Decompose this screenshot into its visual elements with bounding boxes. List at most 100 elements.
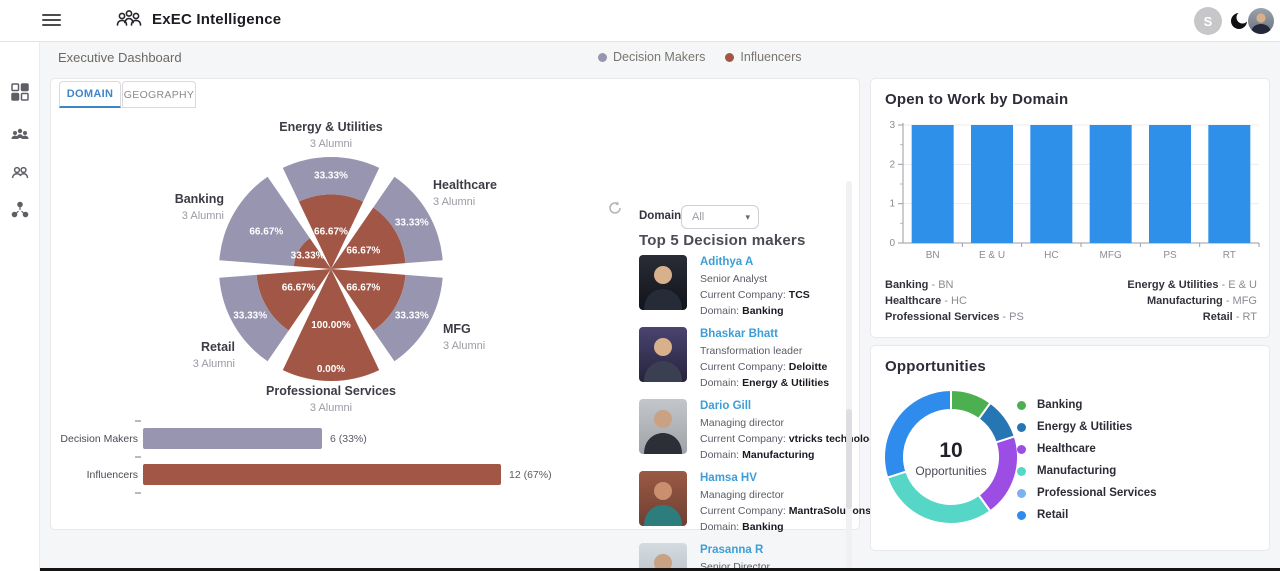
opportunities-legend: Banking Energy & Utilities Healthcare Ma…	[1017, 399, 1157, 531]
svg-text:2: 2	[889, 159, 895, 170]
tab-domain[interactable]: DOMAIN	[59, 81, 121, 108]
initial-avatar[interactable]: S	[1194, 7, 1222, 35]
svg-text:Healthcare: Healthcare	[433, 178, 497, 192]
svg-text:33.33%: 33.33%	[314, 171, 348, 182]
person-domain: Domain: Banking	[700, 521, 784, 533]
app-title: ExEC Intelligence	[152, 11, 282, 28]
person-title: Senior Director	[700, 561, 771, 571]
list-item: Adithya A Senior Analyst Current Company…	[639, 255, 895, 327]
retail-dot	[1017, 510, 1026, 520]
person-domain: Domain: Manufacturing	[700, 449, 815, 461]
person-photo	[639, 327, 687, 382]
svg-text:0.00%: 0.00%	[317, 364, 345, 375]
svg-text:PS: PS	[1163, 250, 1177, 261]
list-item: Bhaskar Bhatt Transformation leader Curr…	[639, 327, 895, 399]
manufacturing-dot	[1017, 466, 1026, 476]
alumni-group-icon[interactable]	[10, 124, 30, 144]
svg-text:Decision Makers: Decision Makers	[61, 433, 138, 445]
people-group-icon	[114, 8, 144, 37]
influencers-dot	[725, 52, 735, 62]
svg-text:33.33%: 33.33%	[291, 251, 325, 262]
legend-row: Professional Services	[1017, 487, 1157, 499]
svg-text:66.67%: 66.67%	[346, 283, 380, 294]
healthcare-dot	[1017, 444, 1026, 454]
left-sidebar	[0, 42, 40, 571]
decision-makers-list: Adithya A Senior Analyst Current Company…	[639, 255, 895, 571]
banking-dot	[1017, 400, 1026, 410]
connections-icon[interactable]	[10, 162, 30, 182]
legend-decision-makers: Decision Makers	[598, 50, 705, 64]
svg-text:Energy & Utilities: Energy & Utilities	[279, 120, 383, 134]
svg-text:66.67%: 66.67%	[282, 283, 316, 294]
person-domain: Domain: Energy & Utilities	[700, 377, 830, 389]
person-photo	[639, 255, 687, 310]
person-company: Current Company: vtricks technologies	[700, 433, 891, 445]
person-title: Managing director	[700, 417, 785, 429]
list-item: Prasanna R Senior Director Current Compa…	[639, 543, 895, 571]
svg-text:33.33%: 33.33%	[395, 217, 429, 228]
svg-text:1: 1	[889, 199, 895, 210]
svg-text:Professional Services: Professional Services	[266, 384, 396, 398]
person-domain: Domain: Banking	[700, 305, 784, 317]
opportunities-card: Opportunities 10 Opportunities Banking E…	[870, 345, 1270, 551]
person-name-link[interactable]: Dario Gill	[700, 400, 752, 412]
svg-text:E & U: E & U	[979, 250, 1005, 261]
person-company: Current Company: Deloitte	[700, 361, 828, 373]
moon-icon[interactable]	[1228, 10, 1250, 32]
person-name-link[interactable]: Prasanna R	[700, 544, 764, 556]
person-name-link[interactable]: Bhaskar Bhatt	[700, 328, 778, 340]
chevron-down-icon: ▾	[745, 212, 750, 222]
svg-text:3 Alumni: 3 Alumni	[433, 196, 475, 208]
person-name-link[interactable]: Adithya A	[700, 256, 754, 268]
svg-text:66.67%: 66.67%	[314, 227, 348, 238]
skills-icon[interactable]	[10, 200, 30, 220]
domain-filter-select[interactable]: All ▾	[681, 205, 759, 229]
legend-row: Retail - RT	[1202, 311, 1257, 323]
avatar-initial: S	[1203, 13, 1213, 29]
bottom-strip	[0, 568, 1280, 571]
svg-text:100.00%: 100.00%	[311, 320, 351, 331]
person-photo	[639, 471, 687, 526]
svg-text:3 Alumni: 3 Alumni	[443, 340, 485, 352]
person-title: Senior Analyst	[700, 273, 768, 285]
svg-text:33.33%: 33.33%	[395, 311, 429, 322]
svg-text:BN: BN	[926, 250, 940, 261]
open-to-work-title: Open to Work by Domain	[885, 91, 1069, 108]
svg-text:66.67%: 66.67%	[346, 245, 380, 256]
svg-text:HC: HC	[1044, 250, 1058, 261]
scrollbar	[846, 181, 852, 571]
summary-bar-chart: Decision Makers 6 (33%) Influencers 12 (67%…	[61, 420, 552, 494]
dashboard-icon[interactable]	[10, 82, 30, 102]
svg-text:3 Alumni: 3 Alumni	[182, 210, 224, 222]
person-name-link[interactable]: Hamsa HV	[700, 472, 757, 484]
legend-row: Manufacturing - MFG	[1146, 295, 1257, 307]
svg-text:Influencers: Influencers	[87, 469, 138, 481]
person-company: Current Company: TCS	[700, 289, 810, 301]
svg-text:3 Alumni: 3 Alumni	[193, 358, 235, 370]
svg-text:3: 3	[889, 120, 895, 131]
legend-row: Healthcare - HC	[885, 295, 967, 307]
legend-row: Professional Services - PS	[885, 311, 1024, 323]
list-item: Dario Gill Managing director Current Com…	[639, 399, 895, 471]
person-photo	[639, 399, 687, 454]
tab-geography[interactable]: GEOGRAPHY	[122, 81, 196, 108]
page-title: Executive Dashboard	[58, 50, 182, 65]
opportunities-title: Opportunities	[885, 358, 986, 375]
svg-text:Banking: Banking	[175, 192, 224, 206]
top5-heading: Top 5 Decision makers	[639, 232, 806, 249]
person-title: Transformation leader	[700, 345, 803, 357]
open-to-work-chart: 0 1 2 3 BN E & U HC MFG PS RT	[889, 120, 1260, 261]
scrollbar-thumb[interactable]	[846, 409, 852, 509]
profile-photo[interactable]	[1248, 8, 1274, 34]
legend-row: Banking - BN	[885, 279, 954, 291]
svg-text:Retail: Retail	[201, 340, 235, 354]
person-title: Managing director	[700, 489, 785, 501]
legend-row: Energy & Utilities	[1017, 421, 1157, 433]
legend-row: Retail	[1017, 509, 1157, 521]
hamburger-icon[interactable]	[42, 14, 61, 28]
refresh-icon[interactable]	[607, 200, 623, 216]
svg-text:MFG: MFG	[1100, 250, 1122, 261]
svg-text:66.67%: 66.67%	[249, 227, 283, 238]
professional-services-dot	[1017, 488, 1026, 498]
legend-influencers: Influencers	[725, 50, 802, 64]
